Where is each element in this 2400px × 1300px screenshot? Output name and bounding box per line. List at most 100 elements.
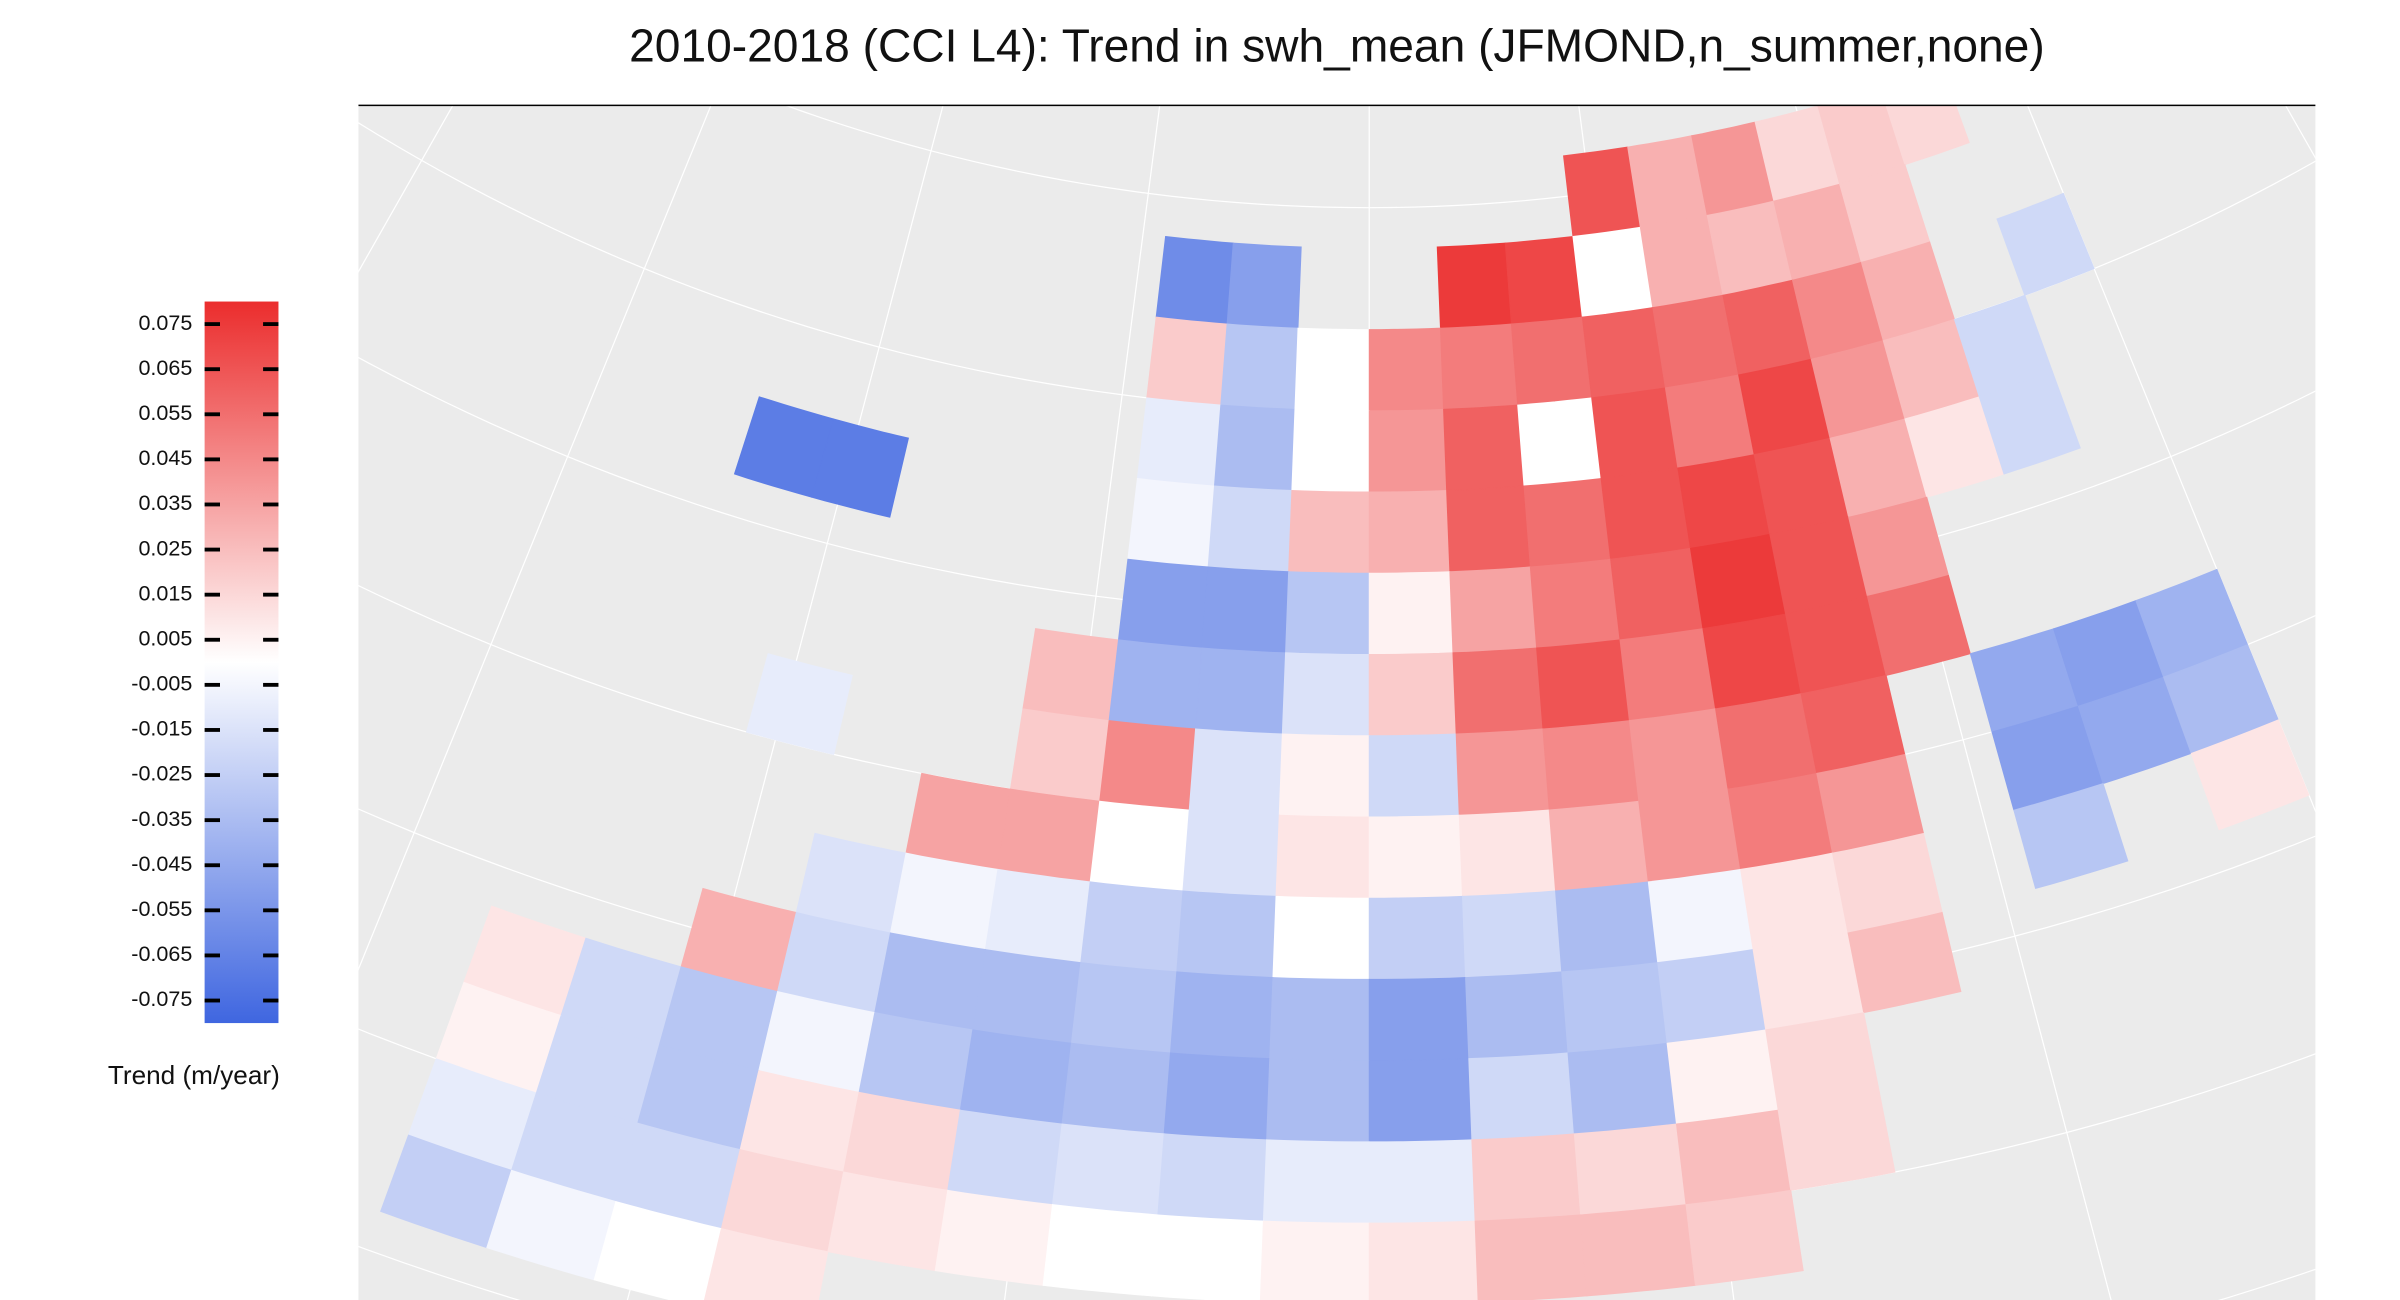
grid-cell (1847, 911, 1962, 1014)
grid-cell (1446, 485, 1531, 573)
colorbar-tick-label: 0.065 (138, 356, 192, 380)
grid-cell (1294, 327, 1370, 412)
grid-cell (1201, 566, 1290, 654)
grid-cell (1262, 1139, 1370, 1224)
grid-cell (972, 949, 1082, 1044)
colorbar-tick-label: -0.015 (131, 717, 192, 741)
grid-cell (1136, 397, 1222, 487)
colorbar-tick-label: -0.005 (131, 672, 192, 696)
grid-cell (1474, 1214, 1588, 1300)
grid-cell (1443, 404, 1525, 491)
grid-cell (2013, 782, 2129, 890)
colorbar-tick-label: -0.075 (131, 987, 192, 1011)
grid-cell (1272, 895, 1370, 980)
grid-cell (1542, 720, 1640, 811)
grid-cell (1207, 485, 1293, 573)
grid-cell (811, 418, 910, 518)
grid-cell (1677, 454, 1771, 549)
grid-cell (1471, 1133, 1582, 1222)
grid-cell (1291, 408, 1370, 493)
grid-cell (1685, 1189, 1804, 1286)
grid-cell (1664, 374, 1755, 469)
grid-cell (947, 1109, 1063, 1206)
grid-cell (1455, 728, 1550, 816)
grid-cell (1996, 192, 2095, 296)
colorbar-tick-label: -0.035 (131, 807, 192, 831)
colorbar-tick-label: 0.075 (138, 311, 192, 335)
grid-cell (1536, 639, 1630, 730)
grid-cell (1715, 693, 1818, 790)
grid-cell (1009, 708, 1110, 802)
grid-cell (1740, 852, 1849, 951)
grid-cell (934, 1189, 1053, 1286)
grid-cell (1155, 235, 1234, 325)
colorbar-tick-label: 0.015 (138, 581, 192, 605)
grid-cell (1529, 558, 1621, 649)
grid-cell (997, 788, 1101, 883)
grid-cell (1042, 1204, 1159, 1297)
grid-cell (1777, 1091, 1896, 1191)
grid-cell (1689, 533, 1787, 630)
grid-cell (1619, 628, 1717, 722)
grid-cell (1555, 881, 1659, 973)
grid-cell (1266, 1058, 1370, 1143)
colorbar-tick-label: 0.035 (138, 491, 192, 515)
grid-cell (1581, 307, 1666, 399)
grid-cell (1117, 558, 1209, 649)
grid-cell (1468, 1052, 1575, 1141)
grid-cell (1368, 1220, 1479, 1300)
grid-cell (905, 772, 1011, 870)
grid-cell (1163, 1052, 1271, 1141)
grid-cell (1580, 1204, 1696, 1297)
grid-cell (745, 653, 853, 756)
grid-cell (959, 1029, 1072, 1125)
grid-cell (1561, 962, 1668, 1054)
colorbar-tick-label: -0.045 (131, 852, 192, 876)
grid-cell (1610, 547, 1704, 641)
grid-cell (1099, 720, 1197, 811)
grid-cell (1600, 467, 1691, 560)
colorbar-tick-label: 0.055 (138, 401, 192, 425)
grid-cell (1517, 397, 1602, 487)
grid-cell (1647, 868, 1754, 964)
grid-cell (1628, 708, 1729, 802)
grid-cell (1657, 949, 1767, 1044)
grid-cell (1127, 477, 1215, 568)
grid-cell (1220, 323, 1299, 410)
grid-cell (1275, 814, 1370, 899)
grid-cell (1452, 647, 1544, 735)
grid-cell (703, 1228, 829, 1300)
grid-cell (1465, 971, 1569, 1060)
colorbar-tick-label: 0.025 (138, 536, 192, 560)
colorbar (204, 301, 279, 1024)
grid-cell (1108, 639, 1203, 730)
grid-cell (1051, 1123, 1165, 1216)
grid-cell (1176, 890, 1277, 979)
grid-cell (1070, 962, 1178, 1054)
colorbar-tick-label: -0.065 (131, 942, 192, 966)
grid-cell (1368, 571, 1454, 655)
colorbar-tick-label: -0.055 (131, 897, 192, 921)
grid-cell (1226, 242, 1302, 329)
grid-cell (1259, 1220, 1370, 1300)
grid-cell (1151, 1214, 1264, 1300)
grid-cell (1368, 652, 1457, 737)
grid-cell (1061, 1042, 1171, 1135)
grid-cell (1281, 652, 1370, 737)
grid-cell (1368, 327, 1445, 412)
grid-cell (1368, 489, 1451, 574)
grid-cell (1436, 242, 1512, 329)
grid-cell (1188, 728, 1283, 816)
grid-cell (1978, 371, 2081, 475)
grid-cell (1146, 316, 1228, 406)
grid-cell (2190, 719, 2310, 831)
grid-cell (1285, 571, 1370, 655)
colorbar-tick-label: -0.025 (131, 762, 192, 786)
grid-cell (1213, 404, 1296, 491)
grid-cell (1368, 1139, 1476, 1224)
colorbar-label: Trend (m/year) (108, 1060, 280, 1090)
grid-cell (1182, 809, 1280, 897)
